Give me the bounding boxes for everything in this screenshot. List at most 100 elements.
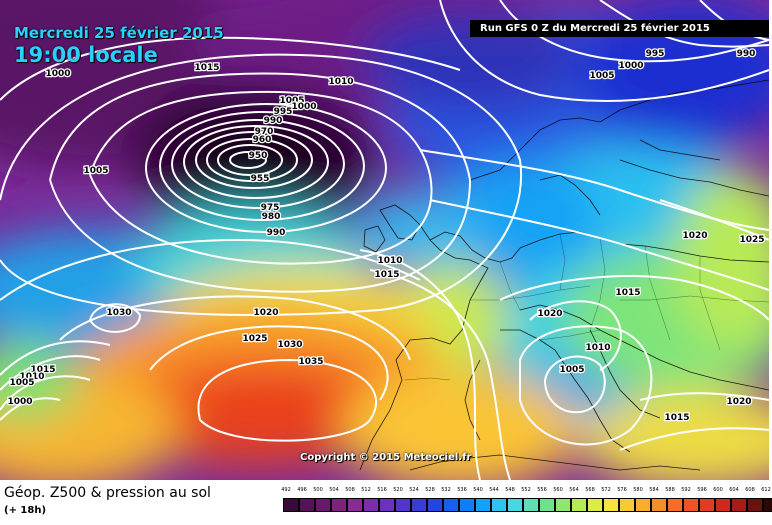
isobar-label: 1020 xyxy=(726,397,751,407)
legend-swatch xyxy=(555,498,571,512)
isobar-label: 1015 xyxy=(374,270,399,280)
legend-tick-label: 596 xyxy=(697,487,707,493)
legend-tick-label: 496 xyxy=(297,487,307,493)
legend-tick-label: 564 xyxy=(569,487,579,493)
legend-swatch xyxy=(331,498,347,512)
legend-swatch xyxy=(571,498,587,512)
legend-tick-label: 508 xyxy=(345,487,355,493)
legend-tick-label: 600 xyxy=(713,487,723,493)
legend-swatch xyxy=(475,498,491,512)
legend-swatch xyxy=(587,498,603,512)
legend-swatch xyxy=(715,498,731,512)
legend-swatch xyxy=(731,498,747,512)
legend-tick-label: 544 xyxy=(489,487,499,493)
legend-swatch xyxy=(683,498,699,512)
legend-swatch xyxy=(347,498,363,512)
legend-swatch xyxy=(635,498,651,512)
legend-swatch xyxy=(363,498,379,512)
legend-tick-label: 552 xyxy=(521,487,531,493)
legend-tick-label: 548 xyxy=(505,487,515,493)
legend-swatch xyxy=(619,498,635,512)
country-borders xyxy=(404,233,769,381)
isobar-label: 990 xyxy=(737,49,756,59)
legend-swatch xyxy=(427,498,443,512)
legend-tick-label: 524 xyxy=(409,487,419,493)
isobar-label: 995 xyxy=(646,49,665,59)
legend-swatch xyxy=(315,498,331,512)
map-footer: Géop. Z500 & pression au sol (+ 18h) 492… xyxy=(0,480,772,525)
legend-tick-label: 540 xyxy=(473,487,483,493)
isobar-label: 1025 xyxy=(242,334,267,344)
isobars xyxy=(0,0,769,480)
forecast-time: 19:00 locale xyxy=(14,43,158,67)
legend-swatch xyxy=(459,498,475,512)
legend-tick-label: 592 xyxy=(681,487,691,493)
forecast-lead: (+ 18h) xyxy=(4,505,47,516)
isobar-label: 995 xyxy=(274,107,293,117)
isobar-label: 990 xyxy=(264,116,283,126)
isobar-label: 1025 xyxy=(739,235,764,245)
legend-tick-label: 504 xyxy=(329,487,339,493)
legend-tick-label: 520 xyxy=(393,487,403,493)
isobar-label: 990 xyxy=(267,228,286,238)
isobar-label: 1015 xyxy=(30,365,55,375)
isobar-label: 1000 xyxy=(7,397,32,407)
isobar-label: 980 xyxy=(262,212,281,222)
map-title: Géop. Z500 & pression au sol xyxy=(4,485,211,501)
legend-tick-label: 580 xyxy=(633,487,643,493)
legend-tick-label: 572 xyxy=(601,487,611,493)
isobar-label: 955 xyxy=(251,174,270,184)
isobar-label: 1010 xyxy=(377,256,402,266)
geopotential-map: 1000 1015 1010 1005 1000 995 990 970 960 950 955 97… xyxy=(0,0,769,480)
isobar-label: 1005 xyxy=(589,71,614,81)
isobar-label: 975 xyxy=(261,203,280,213)
legend-tick-label: 560 xyxy=(553,487,563,493)
copyright: Copyright © 2015 Meteociel.fr xyxy=(300,452,472,463)
isobar-label: 1020 xyxy=(253,308,278,318)
legend-swatch xyxy=(523,498,539,512)
legend-swatch xyxy=(603,498,619,512)
legend-swatch xyxy=(379,498,395,512)
isobar-label: 970 xyxy=(255,127,274,137)
legend-tick-label: 568 xyxy=(585,487,595,493)
legend-swatch xyxy=(443,498,459,512)
isobar-label: 1000 xyxy=(618,61,643,71)
legend-swatch xyxy=(747,498,763,512)
isobar-labels: 1000101510101005100099599097096095095597… xyxy=(6,48,766,425)
legend-swatch xyxy=(411,498,427,512)
isobar-label: 1005 xyxy=(279,96,304,106)
isobar-label: 1030 xyxy=(106,308,131,318)
isobar-label: 960 xyxy=(253,135,272,145)
isobar-label: 1015 xyxy=(194,63,219,73)
legend-swatch xyxy=(283,498,299,512)
isobar-label: 1030 xyxy=(277,340,302,350)
isobar-label: 1015 xyxy=(664,413,689,423)
legend-swatch xyxy=(539,498,555,512)
legend-tick-label: 512 xyxy=(361,487,371,493)
legend-swatch xyxy=(651,498,667,512)
legend-swatch xyxy=(299,498,315,512)
legend-tick-label: 576 xyxy=(617,487,627,493)
isobar-label: 1005 xyxy=(9,378,34,388)
legend-tick-label: 532 xyxy=(441,487,451,493)
legend-tick-label: 612 xyxy=(761,487,771,493)
legend-tick-label: 584 xyxy=(649,487,659,493)
isobar-label: 1005 xyxy=(83,166,108,176)
isobar-label: 1010 xyxy=(328,77,353,87)
isobar-label: 1015 xyxy=(615,288,640,298)
legend-swatch xyxy=(667,498,683,512)
legend-tick-label: 500 xyxy=(313,487,323,493)
legend-swatch xyxy=(395,498,411,512)
run-info: Run GFS 0 Z du Mercredi 25 février 2015 xyxy=(470,20,769,37)
isobar-label: 1000 xyxy=(291,102,316,112)
isobar-label: 950 xyxy=(249,151,268,161)
legend-tick-label: 608 xyxy=(745,487,755,493)
isobar-label: 1020 xyxy=(537,309,562,319)
isobar-label: 1010 xyxy=(585,343,610,353)
legend-tick-label: 588 xyxy=(665,487,675,493)
legend-swatch xyxy=(699,498,715,512)
isobar-label: 1000 xyxy=(45,69,70,79)
legend-tick-label: 528 xyxy=(425,487,435,493)
legend-tick-label: 492 xyxy=(281,487,291,493)
